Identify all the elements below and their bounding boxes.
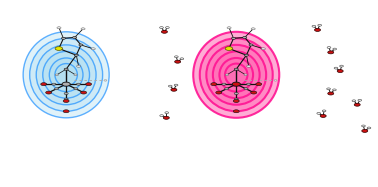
Ellipse shape bbox=[206, 45, 266, 105]
Circle shape bbox=[327, 88, 330, 90]
Ellipse shape bbox=[30, 38, 102, 111]
Circle shape bbox=[362, 125, 365, 127]
Ellipse shape bbox=[49, 58, 83, 92]
Circle shape bbox=[358, 99, 362, 101]
Circle shape bbox=[46, 91, 52, 94]
Circle shape bbox=[225, 74, 229, 76]
Circle shape bbox=[367, 127, 371, 129]
Circle shape bbox=[160, 115, 164, 117]
Circle shape bbox=[166, 27, 169, 28]
Circle shape bbox=[81, 28, 85, 30]
Circle shape bbox=[352, 100, 356, 102]
Circle shape bbox=[222, 83, 226, 85]
Circle shape bbox=[211, 83, 217, 86]
Circle shape bbox=[160, 27, 163, 28]
Circle shape bbox=[175, 60, 181, 63]
Circle shape bbox=[234, 68, 238, 70]
Circle shape bbox=[63, 99, 69, 102]
Circle shape bbox=[337, 70, 343, 73]
Circle shape bbox=[64, 68, 68, 70]
Circle shape bbox=[63, 110, 69, 113]
Circle shape bbox=[55, 47, 63, 50]
Circle shape bbox=[234, 93, 238, 94]
Circle shape bbox=[340, 65, 343, 67]
Circle shape bbox=[74, 54, 78, 56]
Circle shape bbox=[320, 114, 326, 117]
Ellipse shape bbox=[225, 64, 248, 86]
Circle shape bbox=[333, 89, 336, 91]
Ellipse shape bbox=[23, 32, 109, 118]
Circle shape bbox=[251, 28, 255, 30]
Circle shape bbox=[314, 28, 321, 31]
Circle shape bbox=[233, 99, 239, 102]
Circle shape bbox=[74, 88, 78, 90]
Circle shape bbox=[161, 30, 167, 33]
Ellipse shape bbox=[55, 64, 77, 86]
Circle shape bbox=[243, 36, 247, 39]
Circle shape bbox=[362, 129, 368, 132]
Circle shape bbox=[354, 103, 360, 106]
Ellipse shape bbox=[200, 38, 273, 111]
Circle shape bbox=[54, 88, 59, 90]
Circle shape bbox=[61, 37, 65, 39]
Circle shape bbox=[76, 65, 81, 67]
Circle shape bbox=[64, 93, 68, 94]
Circle shape bbox=[334, 67, 338, 69]
Circle shape bbox=[251, 91, 257, 94]
Circle shape bbox=[64, 98, 68, 100]
Circle shape bbox=[168, 85, 172, 87]
Circle shape bbox=[244, 88, 248, 90]
Circle shape bbox=[234, 98, 238, 100]
Circle shape bbox=[73, 36, 77, 39]
Circle shape bbox=[163, 116, 169, 119]
Circle shape bbox=[104, 80, 107, 81]
Circle shape bbox=[244, 54, 248, 56]
Circle shape bbox=[62, 82, 70, 86]
Circle shape bbox=[233, 110, 239, 113]
Circle shape bbox=[57, 27, 61, 29]
Circle shape bbox=[246, 83, 251, 85]
Circle shape bbox=[274, 80, 277, 81]
Circle shape bbox=[225, 47, 233, 50]
Circle shape bbox=[328, 51, 334, 54]
Circle shape bbox=[227, 27, 231, 29]
Circle shape bbox=[165, 112, 169, 114]
Circle shape bbox=[76, 83, 81, 85]
Circle shape bbox=[322, 110, 326, 112]
Circle shape bbox=[327, 47, 331, 48]
Ellipse shape bbox=[219, 58, 253, 92]
Circle shape bbox=[216, 91, 222, 94]
Ellipse shape bbox=[193, 32, 279, 118]
Circle shape bbox=[180, 58, 184, 60]
Circle shape bbox=[244, 74, 247, 76]
Circle shape bbox=[171, 88, 177, 91]
Circle shape bbox=[55, 74, 59, 76]
Circle shape bbox=[317, 112, 321, 114]
Circle shape bbox=[312, 25, 316, 27]
Circle shape bbox=[246, 65, 251, 67]
Circle shape bbox=[79, 44, 83, 46]
Circle shape bbox=[174, 84, 178, 86]
Circle shape bbox=[85, 83, 91, 86]
Circle shape bbox=[261, 48, 265, 50]
Circle shape bbox=[81, 91, 87, 94]
Circle shape bbox=[318, 24, 322, 26]
Circle shape bbox=[249, 44, 253, 46]
Circle shape bbox=[175, 56, 178, 58]
Circle shape bbox=[232, 82, 240, 86]
Circle shape bbox=[91, 48, 95, 50]
Ellipse shape bbox=[36, 45, 96, 105]
Circle shape bbox=[41, 83, 47, 86]
Circle shape bbox=[333, 48, 336, 50]
Circle shape bbox=[256, 83, 262, 86]
Circle shape bbox=[52, 83, 56, 85]
Circle shape bbox=[231, 37, 235, 39]
Ellipse shape bbox=[213, 51, 260, 98]
Circle shape bbox=[225, 88, 229, 90]
Ellipse shape bbox=[43, 51, 90, 98]
Circle shape bbox=[74, 74, 77, 76]
Circle shape bbox=[328, 92, 334, 95]
